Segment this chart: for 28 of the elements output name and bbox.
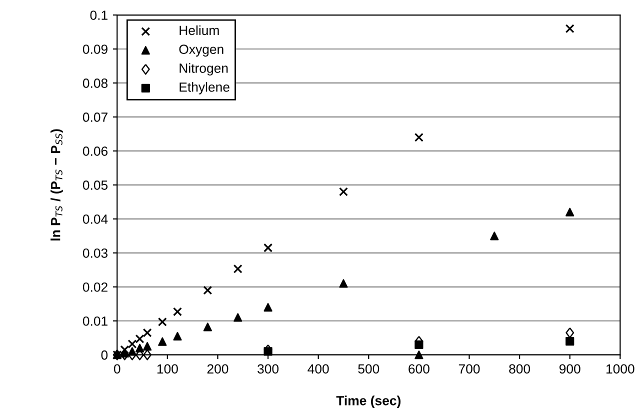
y-tick-label: 0 [101,350,108,360]
x-tick-label: 500 [358,364,380,374]
y-tick-label: 0.02 [82,282,108,292]
legend-label: Oxygen [179,44,224,57]
x-tick-label: 0 [114,364,120,374]
x-tick-label: 400 [308,364,329,374]
y-tick-label: 0.04 [82,214,108,224]
x-tick-label: 200 [207,364,228,374]
y-tick-label: 0.09 [82,44,108,54]
x-tick-label: 700 [458,364,480,374]
x-tick-label: 600 [408,364,430,374]
y-axis-title: ln P$_{TS}$ / (P$_{TS}$ − P$_{SS}$) [50,129,63,240]
legend-label: Nitrogen [180,63,228,76]
y-tick-label: 0.08 [82,78,108,88]
x-axis-title: Time (sec) [336,396,401,408]
y-tick-label: 0.01 [82,316,108,326]
y-tick-label: 0.05 [82,180,108,190]
legend-label: Ethylene [180,82,230,94]
y-tick-label: 0.03 [82,248,108,258]
x-tick-label: 800 [509,364,530,374]
legend-label: Helium [180,25,219,36]
x-tick-label: 1000 [606,364,634,374]
x-tick-label: 900 [559,364,580,374]
x-tick-label: 300 [258,364,279,374]
y-tick-label: 0.1 [90,10,108,20]
y-tick-label: 0.07 [82,112,108,122]
y-tick-label: 0.06 [82,146,108,156]
x-tick-label: 100 [157,364,178,374]
